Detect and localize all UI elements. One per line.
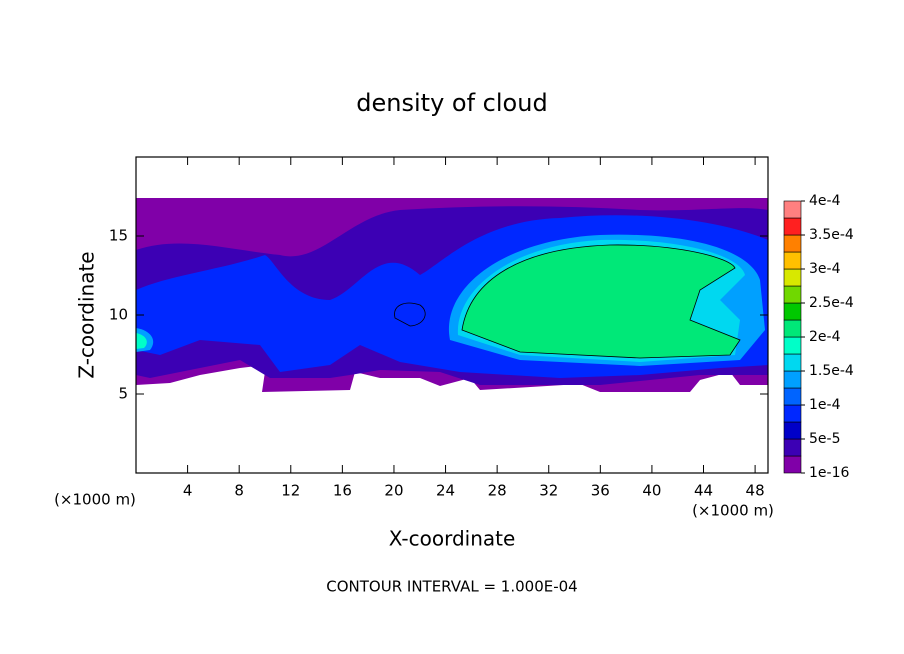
x-tick-label: 32 [539, 482, 558, 500]
colorbar-box [783, 455, 802, 474]
colorbar-label: 2e-4 [809, 329, 841, 345]
x-tick-label: 28 [488, 482, 507, 500]
x-tick-label: 40 [642, 482, 661, 500]
x-tick-label: 8 [234, 482, 244, 500]
contour-line [461, 244, 741, 359]
y-axis-label: Z-coordinate [75, 251, 99, 378]
x-tick-label: 4 [183, 482, 193, 500]
x-tick-label: 48 [746, 482, 765, 500]
x-tick-label: 12 [281, 482, 300, 500]
colorbar-box [783, 421, 802, 440]
colorbar-label: 5e-5 [809, 431, 840, 447]
colorbar-box [783, 319, 802, 338]
colorbar-box [783, 336, 802, 355]
annotation: CONTOUR INTERVAL = 1.000E-04 [326, 578, 577, 596]
contour-region [462, 244, 740, 358]
colorbar-box [783, 438, 802, 457]
x-tick-label: 20 [384, 482, 403, 500]
colorbar-box [783, 268, 802, 287]
x-axis-label: X-coordinate [389, 527, 516, 551]
colorbar-label: 4e-4 [809, 193, 841, 209]
colorbar-box [783, 404, 802, 423]
colorbar-box [783, 353, 802, 372]
colorbar-label: 1.5e-4 [809, 363, 854, 379]
colorbar-box [783, 251, 802, 270]
y-unit-label: (×1000 m) [54, 491, 136, 509]
x-tick-label: 16 [333, 482, 352, 500]
x-tick-label: 36 [591, 482, 610, 500]
y-tick-label: 15 [109, 227, 128, 245]
colorbar-label: 1e-4 [809, 397, 841, 413]
contour-line [394, 302, 426, 327]
colorbar-box [783, 370, 802, 389]
x-tick-label: 44 [694, 482, 713, 500]
colorbar-label: 3e-4 [809, 261, 841, 277]
x-tick-label: 24 [436, 482, 455, 500]
x-unit-label: (×1000 m) [692, 502, 774, 520]
colorbar-box [783, 285, 802, 304]
y-tick-label: 5 [118, 385, 128, 403]
colorbar-box [783, 387, 802, 406]
y-tick-label: 10 [109, 306, 128, 324]
contour-region [136, 333, 147, 349]
colorbar-box [783, 234, 802, 253]
chart-title: density of cloud [356, 89, 547, 117]
colorbar-label: 2.5e-4 [809, 295, 854, 311]
colorbar-box [783, 302, 802, 321]
colorbar-label: 3.5e-4 [809, 227, 854, 243]
colorbar-box [783, 200, 802, 219]
contour-field [136, 198, 768, 392]
colorbar-label: 1e-16 [809, 465, 849, 481]
colorbar-box [783, 217, 802, 236]
